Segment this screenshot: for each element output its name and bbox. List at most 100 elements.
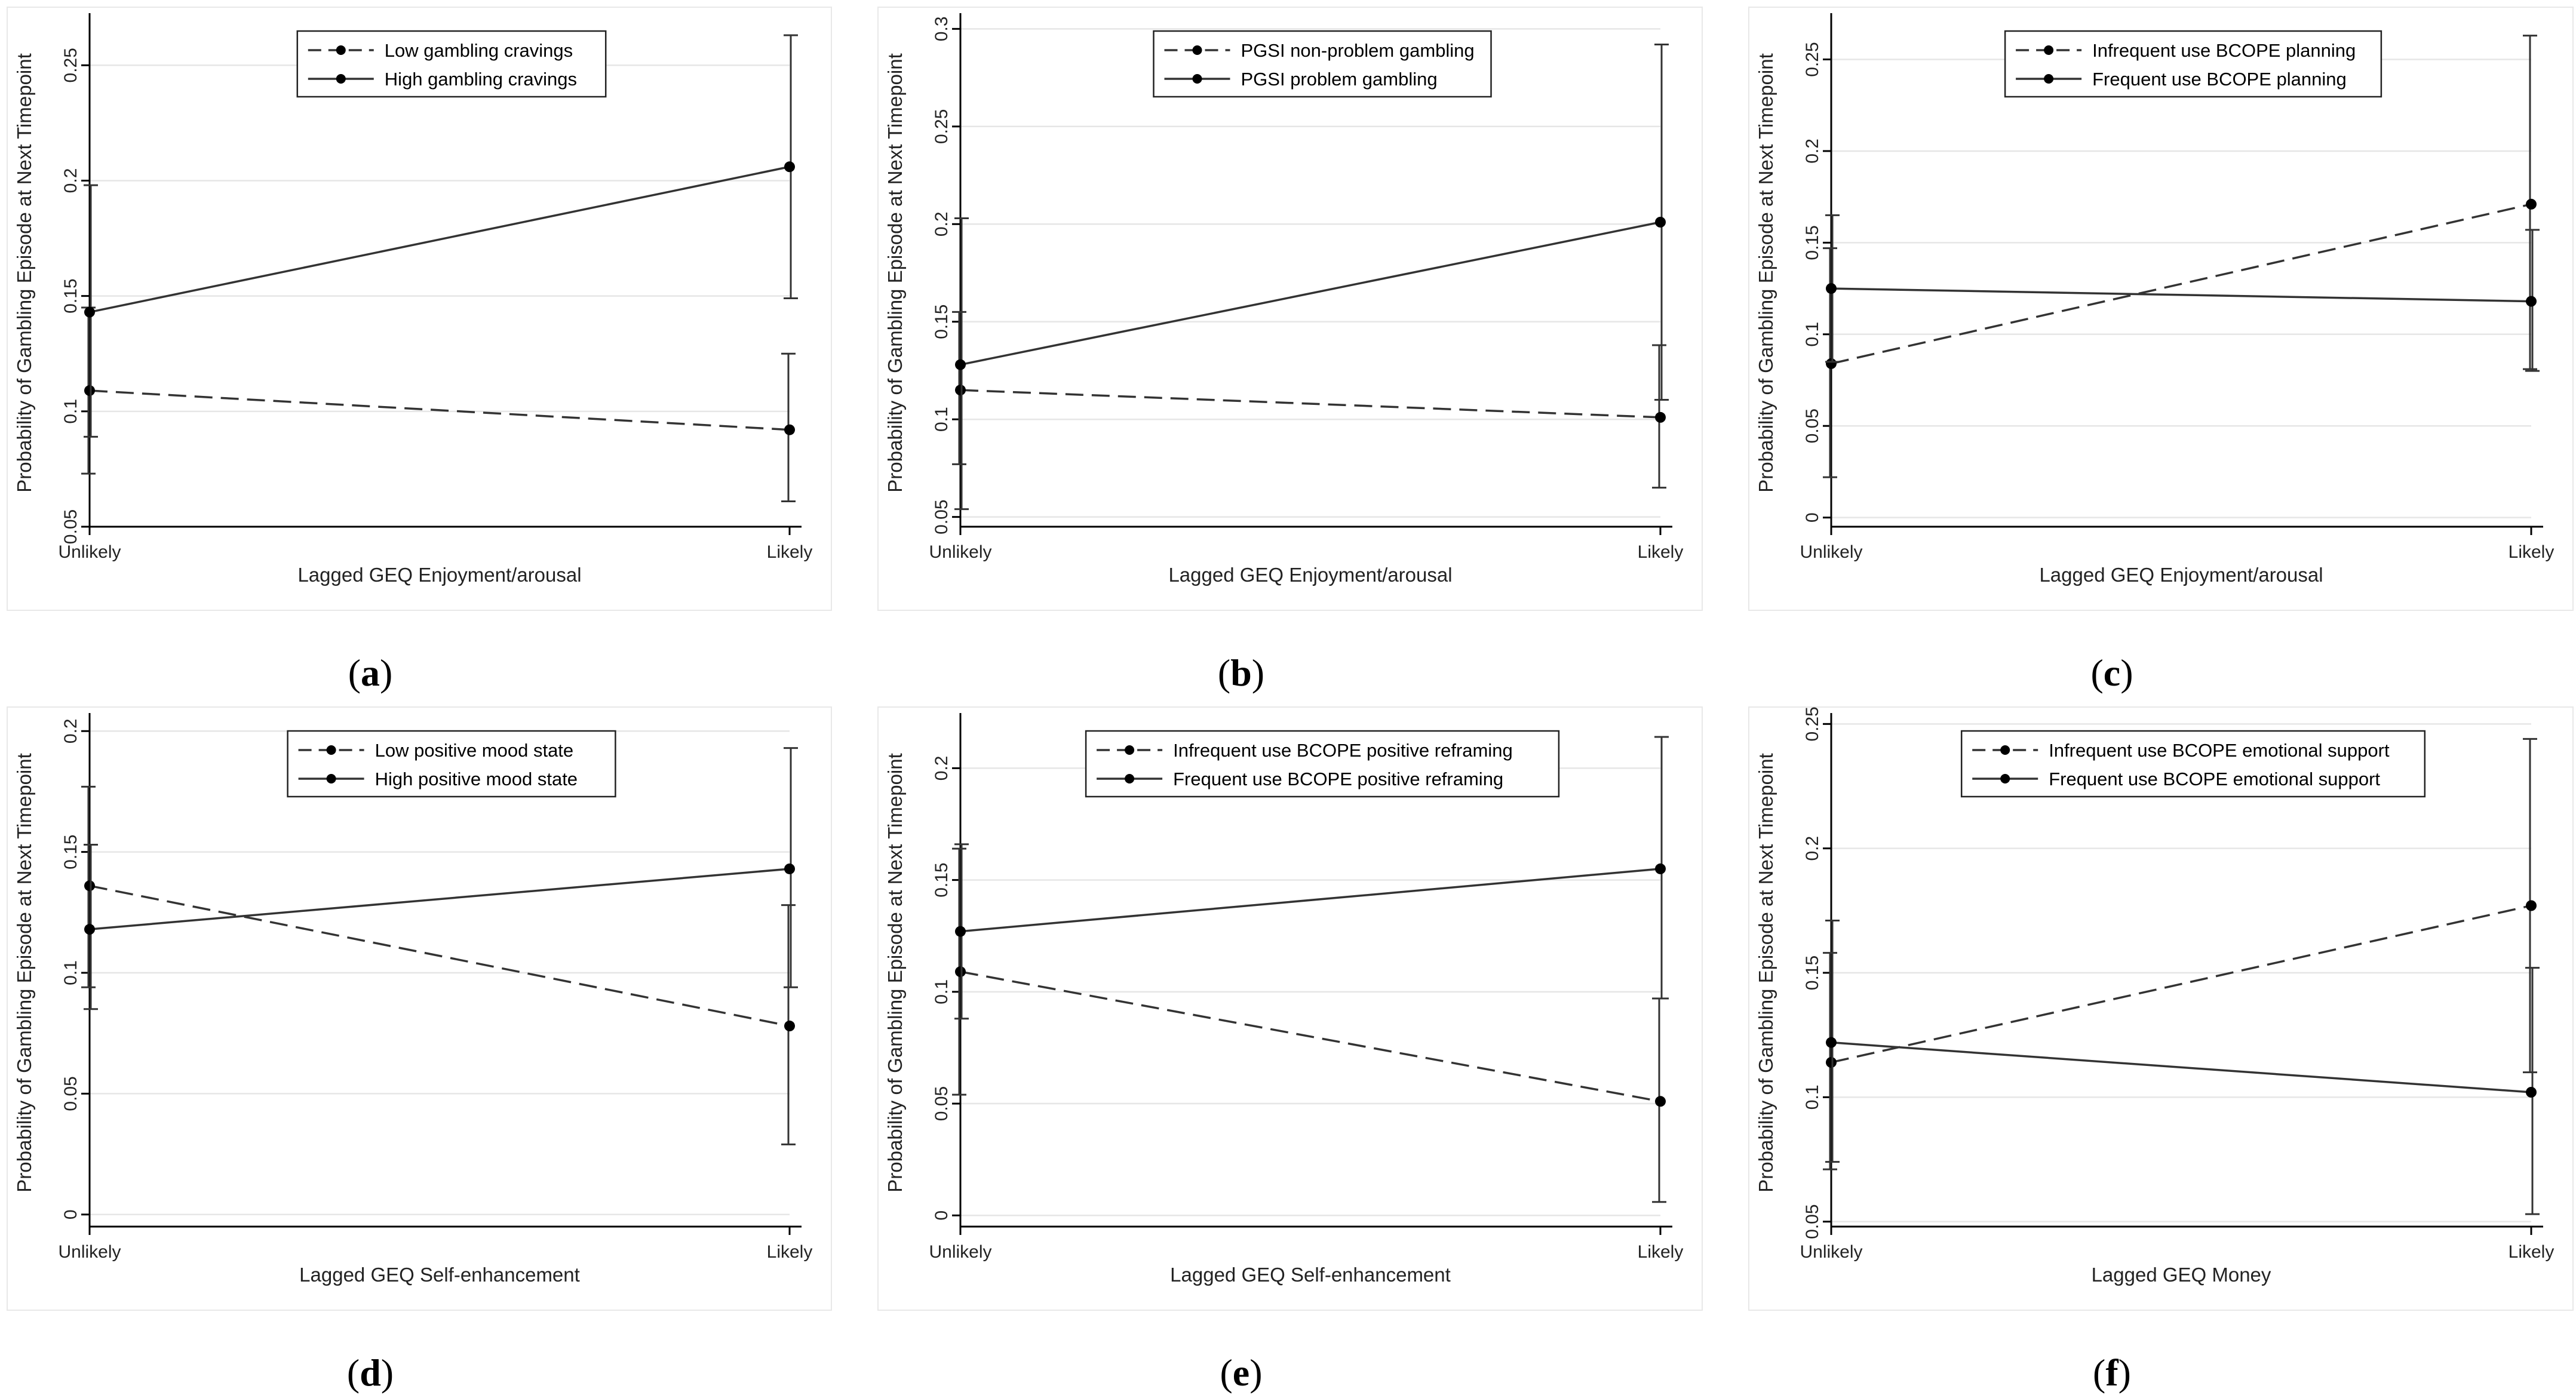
chart-panel-a: 0.05 0.1 0.15 0.2 0.25 Unlikely Likely Lagged G… [7, 7, 832, 694]
data-point [1826, 358, 1837, 369]
series-2 [84, 747, 798, 1010]
series-1 [81, 306, 796, 502]
legend: Low positive mood state High positive moo… [287, 730, 616, 798]
legend-label: Low gambling cravings [385, 40, 573, 61]
y-tick-label: 0.2 [932, 211, 951, 236]
legend-marker [2044, 74, 2054, 84]
x-tick-label: Likely [2509, 542, 2554, 562]
panel-caption: (a) [348, 652, 393, 694]
x-axis-title: Lagged GEQ Enjoyment/arousal [297, 564, 581, 586]
legend-box [1153, 30, 1492, 98]
data-point [84, 880, 95, 892]
chart-panel-d: 0 0.05 0.1 0.15 0.2 Unlikely Likely Lagged GEQ … [7, 706, 832, 1394]
legend-marker [336, 74, 346, 84]
legend: Low gambling cravings High gambling cravi… [296, 30, 607, 98]
legend-label: High gambling cravings [385, 69, 577, 90]
x-tick-label: Likely [2509, 1242, 2554, 1262]
series-1 [952, 847, 1666, 1203]
y-tick-label: 0.05 [932, 499, 951, 534]
panel-frame [1748, 706, 2574, 1311]
series-line [960, 970, 1661, 1103]
y-tick-label: 0.1 [1803, 1084, 1822, 1110]
y-tick-label: 0.2 [932, 756, 951, 781]
legend-label: Low positive mood state [375, 740, 574, 761]
legend-label: Frequent use BCOPE emotional support [2049, 769, 2380, 789]
legend-box [1085, 730, 1560, 798]
y-tick-label: 0.25 [61, 48, 81, 82]
chart-panel-f: 0.05 0.1 0.15 0.2 0.25 Unlikely Likely Lagged G… [1748, 706, 2574, 1394]
legend-marker [336, 45, 346, 55]
legend-label: Frequent use BCOPE positive reframing [1173, 769, 1503, 789]
panel-caption-letter: b [1230, 652, 1252, 694]
y-tick-label: 0.25 [932, 109, 951, 144]
legend-box [287, 730, 616, 798]
panel-caption: (e) [1220, 1351, 1262, 1394]
legend-marker [2044, 45, 2054, 55]
y-tick-label: 0 [1803, 512, 1822, 523]
legend-box [1960, 730, 2426, 798]
data-point [1826, 1057, 1837, 1068]
legend-box [296, 30, 607, 98]
legend-box [2004, 30, 2382, 98]
x-axis-title: Lagged GEQ Enjoyment/arousal [2039, 564, 2323, 586]
x-tick-label: Unlikely [929, 1242, 991, 1262]
series-1 [952, 311, 1666, 489]
data-point [955, 966, 966, 978]
legend-marker [1192, 45, 1202, 55]
data-point [784, 161, 795, 173]
chart-panel-b: 0.05 0.1 0.15 0.2 0.25 0.3 Unlikely Likely Lagge… [877, 7, 1703, 694]
y-axis-title: Probability of Gambling Episode at Next … [13, 753, 35, 1193]
y-tick-label: 0.15 [1803, 225, 1822, 260]
series-2 [954, 736, 1669, 1020]
legend-label: PGSI non-problem gambling [1241, 40, 1475, 61]
data-point [955, 385, 966, 396]
data-point [784, 863, 795, 874]
panel-caption: (b) [1218, 652, 1264, 694]
y-tick-label: 0.05 [932, 1086, 951, 1121]
data-point [1655, 863, 1666, 874]
data-point [84, 385, 95, 397]
legend-label: Infrequent use BCOPE planning [2092, 40, 2356, 61]
x-tick-label: Unlikely [58, 1242, 121, 1262]
y-tick-label: 0.2 [61, 718, 81, 743]
y-tick-label: 0.15 [932, 305, 951, 339]
panel-frame [1748, 7, 2574, 611]
panel-caption-letter: f [2105, 1351, 2118, 1394]
data-point [784, 1021, 795, 1032]
data-point [1826, 283, 1837, 294]
data-point [2526, 296, 2537, 307]
panel-caption: (d) [347, 1351, 394, 1394]
legend-marker [1125, 774, 1135, 783]
y-tick-label: 0.1 [61, 960, 81, 985]
series-2 [1825, 214, 2540, 372]
x-axis-title: Lagged GEQ Enjoyment/arousal [1168, 564, 1452, 586]
chart-panel-c: 0 0.05 0.1 0.15 0.2 0.25 Unlikely Likely Lagged … [1748, 7, 2574, 694]
series-line [1831, 287, 2532, 303]
panel-caption: (c) [2090, 652, 2133, 694]
y-tick-label: 0.05 [1803, 408, 1822, 443]
data-point [1826, 1037, 1837, 1048]
x-tick-label: Likely [1638, 542, 1684, 562]
y-tick-label: 0.2 [1803, 836, 1822, 861]
y-tick-label: 0.1 [932, 979, 951, 1004]
panel-frame [877, 706, 1703, 1311]
y-tick-label: 0.05 [61, 509, 81, 544]
series-2 [954, 44, 1669, 511]
y-tick-label: 0.1 [1803, 322, 1822, 347]
data-point [784, 424, 795, 435]
y-axis-title: Probability of Gambling Episode at Next … [884, 53, 906, 493]
panel-caption-letter: d [360, 1351, 381, 1394]
y-tick-label: 0.15 [61, 834, 81, 869]
series-line [1831, 203, 2532, 365]
data-point [84, 924, 95, 935]
x-tick-label: Unlikely [58, 542, 121, 562]
legend-label: Infrequent use BCOPE emotional support [2049, 740, 2390, 761]
x-tick-label: Likely [767, 1242, 813, 1262]
y-tick-label: 0.3 [932, 16, 951, 41]
y-tick-label: 0.15 [1803, 955, 1822, 990]
data-point [2526, 900, 2537, 911]
panel-frame [7, 706, 832, 1311]
legend-label: Infrequent use BCOPE positive reframing [1173, 740, 1513, 761]
series-line [1831, 904, 2532, 1064]
